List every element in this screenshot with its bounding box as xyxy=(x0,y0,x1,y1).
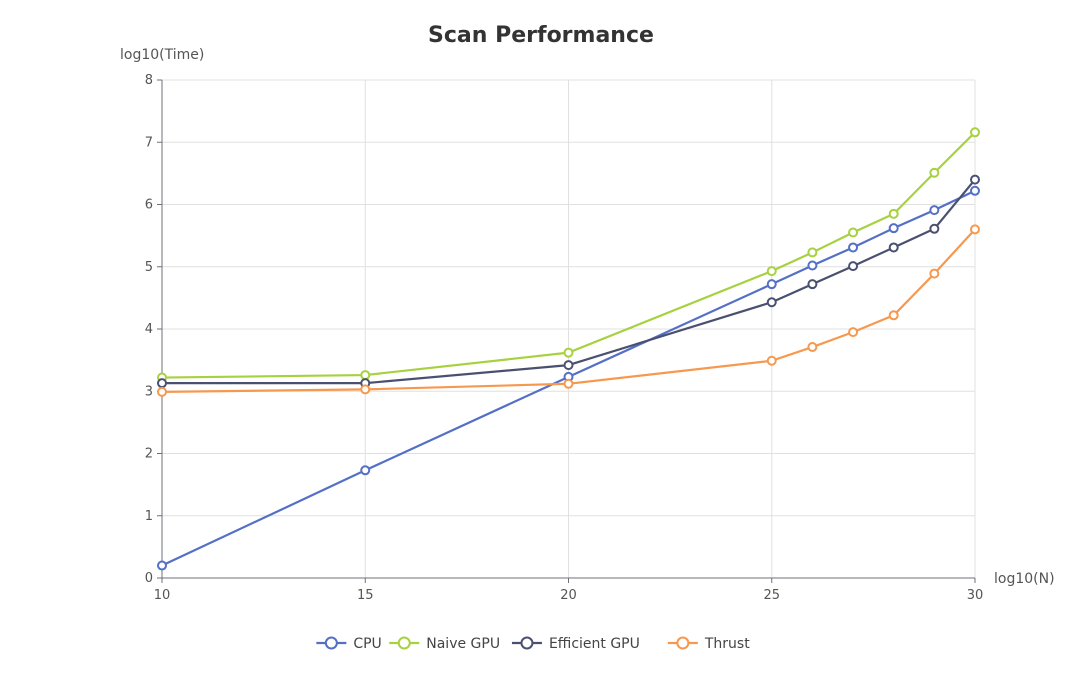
data-point-naive-gpu[interactable] xyxy=(807,247,818,258)
data-point-thrust[interactable] xyxy=(157,386,167,397)
legend-label-naive-gpu: Naive GPU xyxy=(426,636,500,652)
y-tick-label: 8 xyxy=(145,73,153,88)
y-tick-label: 2 xyxy=(145,447,153,462)
legend-marker-cpu xyxy=(324,636,338,650)
data-point-cpu[interactable] xyxy=(360,465,371,476)
legend[interactable]: CPU Naive GPU Efficient GPU Thrust xyxy=(316,636,750,652)
x-tick-label: 25 xyxy=(763,588,780,603)
data-point-efficient-gpu[interactable] xyxy=(563,360,574,371)
data-point-thrust[interactable] xyxy=(970,224,980,235)
y-tick-label: 1 xyxy=(145,509,153,524)
legend-label-thrust: Thrust xyxy=(704,636,750,652)
data-point-efficient-gpu[interactable] xyxy=(929,223,940,234)
y-tick-label: 0 xyxy=(145,571,153,586)
axis-layer: 0 1 2 3 4 5 6 7 8 10 15 20 25 30 xyxy=(145,73,984,603)
legend-item-efficient-gpu[interactable]: Efficient GPU xyxy=(511,636,640,652)
data-point-naive-gpu[interactable] xyxy=(929,167,940,178)
legend-label-cpu: CPU xyxy=(353,636,381,652)
x-tick-label: 10 xyxy=(154,588,171,603)
x-tick-label: 20 xyxy=(560,588,577,603)
data-point-thrust[interactable] xyxy=(888,310,899,321)
data-point-cpu[interactable] xyxy=(848,242,859,253)
data-point-thrust[interactable] xyxy=(807,342,818,353)
series-thrust[interactable] xyxy=(157,224,980,397)
data-point-naive-gpu[interactable] xyxy=(848,227,859,238)
series-layer xyxy=(157,127,980,571)
y-axis-label: log10(Time) xyxy=(120,47,204,63)
data-point-efficient-gpu[interactable] xyxy=(157,378,167,389)
data-point-thrust[interactable] xyxy=(360,384,371,395)
legend-marker-naive-gpu xyxy=(397,636,411,650)
data-point-cpu[interactable] xyxy=(766,279,777,290)
series-naive-gpu[interactable] xyxy=(157,127,980,383)
data-point-thrust[interactable] xyxy=(563,378,574,389)
data-point-cpu[interactable] xyxy=(157,560,167,571)
legend-label-efficient-gpu: Efficient GPU xyxy=(549,636,640,652)
data-point-naive-gpu[interactable] xyxy=(766,266,777,277)
data-point-naive-gpu[interactable] xyxy=(360,370,371,381)
data-point-cpu[interactable] xyxy=(929,205,940,216)
data-point-naive-gpu[interactable] xyxy=(970,127,980,138)
x-tick-label: 15 xyxy=(357,588,374,603)
data-point-efficient-gpu[interactable] xyxy=(766,297,777,308)
data-point-cpu[interactable] xyxy=(888,223,899,234)
y-tick-label: 5 xyxy=(145,260,153,275)
legend-item-thrust[interactable]: Thrust xyxy=(667,636,750,652)
data-point-efficient-gpu[interactable] xyxy=(848,261,859,272)
series-efficient-gpu[interactable] xyxy=(157,174,980,389)
legend-item-cpu[interactable]: CPU xyxy=(316,636,382,652)
data-point-cpu[interactable] xyxy=(970,185,980,196)
data-point-efficient-gpu[interactable] xyxy=(807,279,818,290)
chart-title: Scan Performance xyxy=(428,23,654,48)
data-point-thrust[interactable] xyxy=(766,355,777,366)
data-point-thrust[interactable] xyxy=(848,327,859,338)
x-axis-label: log10(N) xyxy=(994,571,1055,587)
y-tick-label: 4 xyxy=(145,322,153,337)
legend-marker-efficient-gpu xyxy=(520,636,534,650)
x-tick-label: 30 xyxy=(967,588,984,603)
data-point-thrust[interactable] xyxy=(929,268,940,279)
data-point-naive-gpu[interactable] xyxy=(888,208,899,219)
data-point-cpu[interactable] xyxy=(807,260,818,271)
data-point-efficient-gpu[interactable] xyxy=(970,174,980,185)
legend-item-naive-gpu[interactable]: Naive GPU xyxy=(389,636,500,652)
data-point-naive-gpu[interactable] xyxy=(563,347,574,358)
data-point-efficient-gpu[interactable] xyxy=(888,242,899,253)
y-tick-label: 6 xyxy=(145,198,153,213)
legend-marker-thrust xyxy=(676,636,690,650)
y-tick-label: 7 xyxy=(145,135,153,150)
y-tick-label: 3 xyxy=(145,384,153,399)
